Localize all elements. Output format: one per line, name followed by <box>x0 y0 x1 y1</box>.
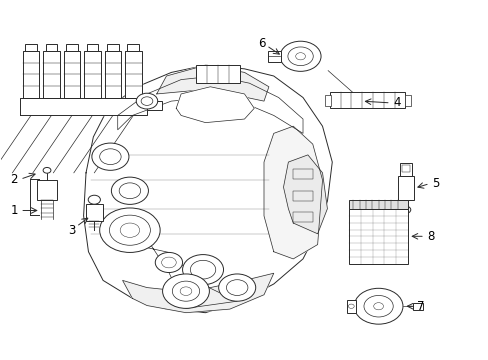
Text: 4: 4 <box>392 96 400 109</box>
Bar <box>293 191 312 201</box>
Bar <box>293 212 312 222</box>
Polygon shape <box>157 65 268 101</box>
Polygon shape <box>63 51 80 98</box>
Text: 5: 5 <box>431 177 438 190</box>
Circle shape <box>162 274 209 309</box>
Bar <box>348 200 407 209</box>
Text: 8: 8 <box>426 230 433 243</box>
Text: 2: 2 <box>11 173 18 186</box>
Bar <box>66 44 78 51</box>
Bar <box>329 92 405 108</box>
Text: 3: 3 <box>67 224 75 237</box>
Text: 7: 7 <box>416 300 424 313</box>
Bar <box>412 303 423 310</box>
Circle shape <box>155 252 182 273</box>
Bar <box>267 51 280 62</box>
Bar <box>346 300 355 313</box>
Bar <box>25 44 37 51</box>
Polygon shape <box>83 65 331 313</box>
Bar <box>107 44 119 51</box>
Text: 1: 1 <box>11 204 18 217</box>
Bar <box>348 209 407 264</box>
Polygon shape <box>20 98 147 116</box>
Bar <box>195 65 239 83</box>
Circle shape <box>182 255 223 285</box>
Polygon shape <box>283 155 327 234</box>
Text: 6: 6 <box>258 37 265 50</box>
Bar <box>86 44 98 51</box>
Bar <box>405 95 410 107</box>
Circle shape <box>280 41 321 71</box>
Ellipse shape <box>88 195 100 204</box>
Bar <box>397 176 413 200</box>
Polygon shape <box>122 273 273 313</box>
Bar <box>401 165 409 172</box>
Polygon shape <box>264 126 322 259</box>
Bar <box>147 101 161 110</box>
Circle shape <box>111 177 148 204</box>
Bar <box>85 204 103 221</box>
Polygon shape <box>22 51 39 98</box>
Circle shape <box>400 206 410 213</box>
Circle shape <box>353 288 402 324</box>
Circle shape <box>92 143 129 170</box>
Bar <box>37 180 57 200</box>
Polygon shape <box>43 51 60 98</box>
Bar <box>293 169 312 179</box>
Bar <box>45 44 57 51</box>
Circle shape <box>218 274 255 301</box>
Polygon shape <box>176 87 254 123</box>
Bar <box>399 163 411 176</box>
Circle shape <box>136 93 158 109</box>
Bar <box>127 44 139 51</box>
Bar <box>325 95 330 107</box>
Circle shape <box>100 208 160 252</box>
Polygon shape <box>104 51 121 98</box>
Polygon shape <box>84 51 101 98</box>
Polygon shape <box>125 51 142 98</box>
Circle shape <box>43 167 51 173</box>
